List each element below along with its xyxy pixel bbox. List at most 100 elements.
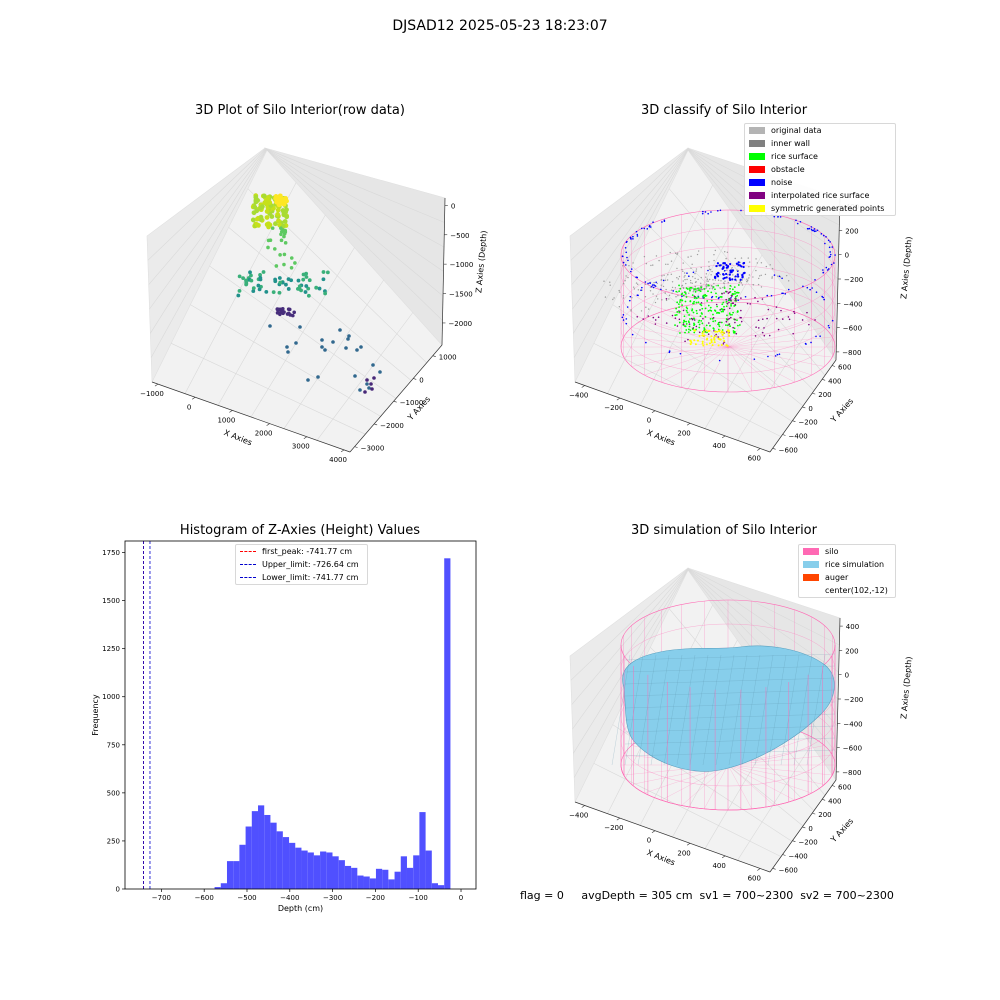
cls-gray-point: [706, 278, 709, 280]
cls-gray-point: [622, 282, 625, 285]
cls-noise-point: [622, 319, 625, 321]
cls-gray-point: [705, 285, 707, 288]
cls-rice-point: [693, 288, 696, 290]
cls-noise-point: [813, 230, 816, 233]
cls-gray-point: [632, 262, 634, 264]
histogram-bar: [220, 883, 227, 889]
cls-gray-point: [720, 280, 722, 282]
raw-point: [249, 278, 254, 283]
cls-noise-point: [784, 293, 787, 295]
sim-x-tick: [651, 830, 656, 833]
cls-sym-point: [723, 331, 726, 334]
legend-label: rice surface: [771, 152, 818, 161]
cls-gray-point: [690, 282, 692, 284]
cls-gray-point: [739, 261, 741, 264]
cls-interp-point: [763, 327, 765, 329]
cls-rice-point: [731, 292, 734, 295]
cls-rice-point: [707, 304, 710, 307]
raw-y-tick-label: 1000: [439, 354, 457, 362]
cls-y-tick-label: 200: [818, 391, 831, 399]
cls-interp-point: [687, 338, 689, 341]
cls-noise-point: [621, 316, 624, 319]
cls-noise-point: [688, 275, 690, 278]
cls-gray-point: [705, 287, 707, 289]
raw-point: [275, 307, 280, 311]
cls-gray-point: [752, 283, 754, 286]
cls-gray-point: [702, 288, 705, 290]
cls-rice-point: [734, 293, 736, 295]
cls-noise-point: [702, 210, 704, 213]
cls-sym-point: [725, 344, 728, 347]
cls-rice-point: [719, 295, 722, 298]
cls-noise-point: [641, 286, 643, 289]
cls-gray-point: [622, 294, 625, 297]
cls-gray-point: [683, 276, 685, 278]
raw-point: [303, 290, 308, 294]
cls-rice-point: [698, 289, 700, 292]
cls-gray-point: [695, 268, 698, 270]
sim-silo-floor-spoke: [727, 764, 812, 794]
cls-gray-point: [677, 278, 680, 280]
raw-point: [316, 375, 320, 379]
raw-point: [378, 370, 382, 374]
histogram-bar: [357, 875, 364, 889]
raw-point: [284, 282, 288, 287]
cls-interp-point: [746, 302, 749, 305]
cls-noise-point: [825, 236, 827, 238]
cls-gray-point: [683, 272, 686, 274]
cls-rice-point: [725, 305, 728, 308]
x-tick-label: −100: [409, 894, 428, 902]
raw-y-axis-line: [349, 344, 443, 453]
cls-interp-point: [766, 317, 768, 320]
cls-sym-point: [717, 344, 720, 347]
cls-interp-point: [757, 327, 760, 329]
cls-silo-floor-spoke: [661, 346, 729, 383]
cls-y-tick-label: −600: [779, 446, 798, 454]
cls-rice-point: [697, 287, 699, 290]
sim-grid: [572, 568, 689, 730]
cls-gray-point: [736, 269, 738, 271]
histogram-bar: [332, 856, 339, 889]
cls-rice-point: [713, 309, 716, 312]
cls-noise-point: [824, 242, 826, 245]
cls-gray-point: [700, 266, 702, 269]
raw-point: [369, 382, 373, 386]
raw-point: [254, 216, 260, 222]
cls-noise-point: [767, 355, 769, 358]
cls-y-axis-line: [769, 359, 837, 453]
rice-mesh-line: [715, 654, 735, 766]
cls-rice-point: [715, 312, 718, 314]
histogram-bar: [363, 876, 370, 889]
cls-silo-floor-spoke: [727, 318, 812, 348]
raw-point: [363, 390, 367, 394]
raw-point: [276, 218, 281, 224]
cls-gray-point: [676, 276, 678, 279]
raw-point: [282, 231, 287, 236]
sim-z-axis-label: Z Axies (Depth): [899, 656, 913, 719]
raw-grid: [265, 148, 445, 223]
cls-sym-point: [711, 344, 714, 347]
cls-rice-point: [707, 310, 710, 312]
cls-rice-point: [720, 321, 723, 324]
rice-mesh-line: [754, 654, 774, 766]
legend-item: rice simulation: [799, 558, 895, 571]
cls-sym-point: [705, 343, 708, 346]
legend-item: symmetric generated points: [745, 202, 895, 215]
cls-rice-point: [700, 304, 703, 307]
cls-noise-point: [778, 275, 781, 278]
cls-interp-point: [814, 319, 816, 321]
cls-interp-point: [775, 317, 778, 320]
sim-y-tick-label: −400: [789, 853, 808, 861]
cls-x-tick: [757, 448, 761, 451]
histogram-bar: [282, 837, 290, 889]
legend-item: Upper_limit: -726.64 cm: [236, 558, 367, 571]
raw-grid: [266, 149, 444, 297]
rice-mesh-line: [624, 725, 836, 733]
rice-mesh-line: [793, 654, 813, 766]
cls-y-tick: [812, 392, 816, 395]
raw-point: [264, 209, 270, 214]
sim-x-axis-label: X Axies: [646, 848, 677, 867]
raw-point: [365, 378, 369, 382]
cls-noise-point: [707, 212, 709, 215]
cls-sym-point: [702, 330, 705, 333]
